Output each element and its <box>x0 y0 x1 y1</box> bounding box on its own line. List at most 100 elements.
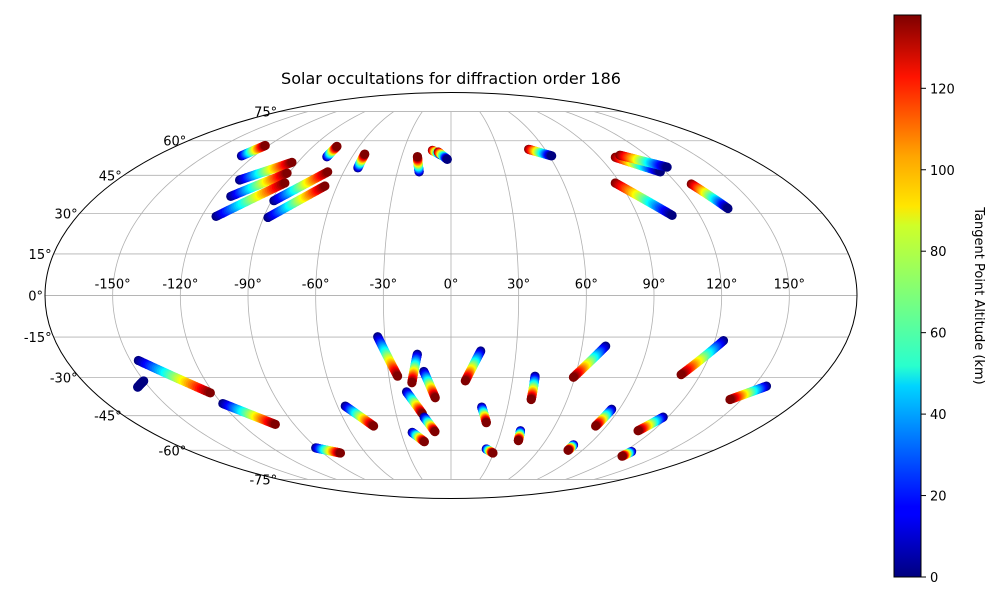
occultation-track <box>617 446 637 461</box>
meridian-line <box>508 111 587 480</box>
lat-tick-label: 60° <box>163 135 186 150</box>
lon-tick-label: 60° <box>575 278 598 293</box>
track-point <box>270 419 280 429</box>
occultation-track <box>401 387 427 419</box>
track-point <box>280 178 290 188</box>
occultation-track <box>686 179 733 214</box>
colorbar-tick-label: 120 <box>930 82 955 97</box>
lat-tick-label: 45° <box>99 169 122 184</box>
occultation-track <box>633 412 668 436</box>
track-point <box>442 154 452 164</box>
lat-tick-label: -45° <box>94 410 122 425</box>
occultation-track <box>226 168 292 201</box>
occultation-track <box>590 404 617 431</box>
occultation-track <box>322 141 342 162</box>
occultation-track <box>353 149 370 173</box>
track-point <box>332 141 342 151</box>
colorbar-tick-label: 0 <box>930 571 938 586</box>
lon-tick-label: -60° <box>302 278 330 293</box>
lat-tick-label: -75° <box>249 473 277 488</box>
lat-tick-label: 0° <box>28 290 43 305</box>
colorbar-tick-label: 40 <box>930 408 947 423</box>
lat-tick-label: 75° <box>254 106 277 121</box>
track-point <box>662 162 672 172</box>
occultation-track <box>563 440 579 455</box>
track-point <box>513 435 523 446</box>
track-point <box>676 370 686 380</box>
track-point <box>430 427 440 437</box>
axis-tick-labels: -150° -120° -90° -60° -30° 0° 30° 60° 90° 120° 150… <box>24 106 805 489</box>
meridian-line <box>179 111 337 480</box>
track-point <box>419 437 429 447</box>
track-point <box>526 394 536 405</box>
meridian-line <box>382 111 423 480</box>
colorbar-tick-label: 100 <box>930 164 955 179</box>
occultation-track <box>340 401 379 431</box>
track-point <box>323 167 333 177</box>
colorbar-ticks: 0 20 40 60 80 100 120 <box>921 82 955 586</box>
chart-title: Solar occultations for diffraction order… <box>281 69 621 88</box>
occultation-track <box>433 147 452 164</box>
colorbar: 0 20 40 60 80 100 120 Tangent Point Altitude (… <box>893 14 986 586</box>
occultation-track <box>211 178 290 221</box>
occultation-track <box>725 381 772 405</box>
lon-tick-label: 120° <box>706 278 737 293</box>
track-point <box>725 394 735 405</box>
lat-tick-label: 15° <box>29 248 52 263</box>
meridian-line <box>315 111 394 480</box>
track-point <box>563 445 573 455</box>
track-point <box>139 376 149 386</box>
lon-tick-label: 150° <box>774 278 805 293</box>
colorbar-gradient <box>893 14 922 578</box>
lat-tick-label: -30° <box>50 372 78 387</box>
occultation-track <box>133 355 215 398</box>
occultation-track <box>373 332 403 381</box>
track-point <box>205 388 215 398</box>
track-point <box>617 451 627 461</box>
track-point <box>460 376 470 386</box>
occultation-track <box>615 150 672 172</box>
occultation-track <box>234 157 297 185</box>
track-point <box>633 426 643 436</box>
track-point <box>481 418 491 428</box>
occultation-track <box>526 371 540 405</box>
occultation-track <box>263 181 330 223</box>
lon-tick-label: -120° <box>162 278 198 293</box>
occultation-track <box>407 427 429 447</box>
meridian-line <box>479 111 520 480</box>
track-point <box>320 181 330 191</box>
occultation-track <box>610 178 677 220</box>
occultation-track <box>419 366 440 403</box>
track-point <box>547 151 557 161</box>
track-point <box>590 421 601 431</box>
colorbar-tick-label: 80 <box>930 245 947 260</box>
track-point <box>412 151 423 162</box>
lat-tick-label: -60° <box>159 444 187 459</box>
occultation-track <box>460 346 486 386</box>
occultation-track <box>407 349 422 388</box>
track-point <box>335 448 346 458</box>
occultation-track <box>269 167 333 206</box>
track-point <box>282 168 292 178</box>
occultation-track <box>236 140 270 161</box>
occultation-track <box>524 144 557 161</box>
track-point <box>568 372 579 382</box>
lon-tick-label: -150° <box>95 278 131 293</box>
occultation-track <box>311 443 346 458</box>
lon-tick-label: 90° <box>642 278 665 293</box>
colorbar-tick-label: 20 <box>930 490 947 505</box>
track-point <box>488 448 498 458</box>
occultation-track <box>568 341 611 382</box>
occultation-track <box>676 336 729 380</box>
meridian-line <box>112 111 308 480</box>
track-point <box>287 157 297 167</box>
track-point <box>430 393 440 403</box>
lat-tick-label: 30° <box>55 207 78 222</box>
occultation-track <box>218 398 280 429</box>
track-point <box>360 149 370 159</box>
track-point <box>667 210 677 220</box>
lon-tick-label: 0° <box>444 278 459 293</box>
occultation-track <box>477 402 491 428</box>
track-point <box>260 140 270 151</box>
